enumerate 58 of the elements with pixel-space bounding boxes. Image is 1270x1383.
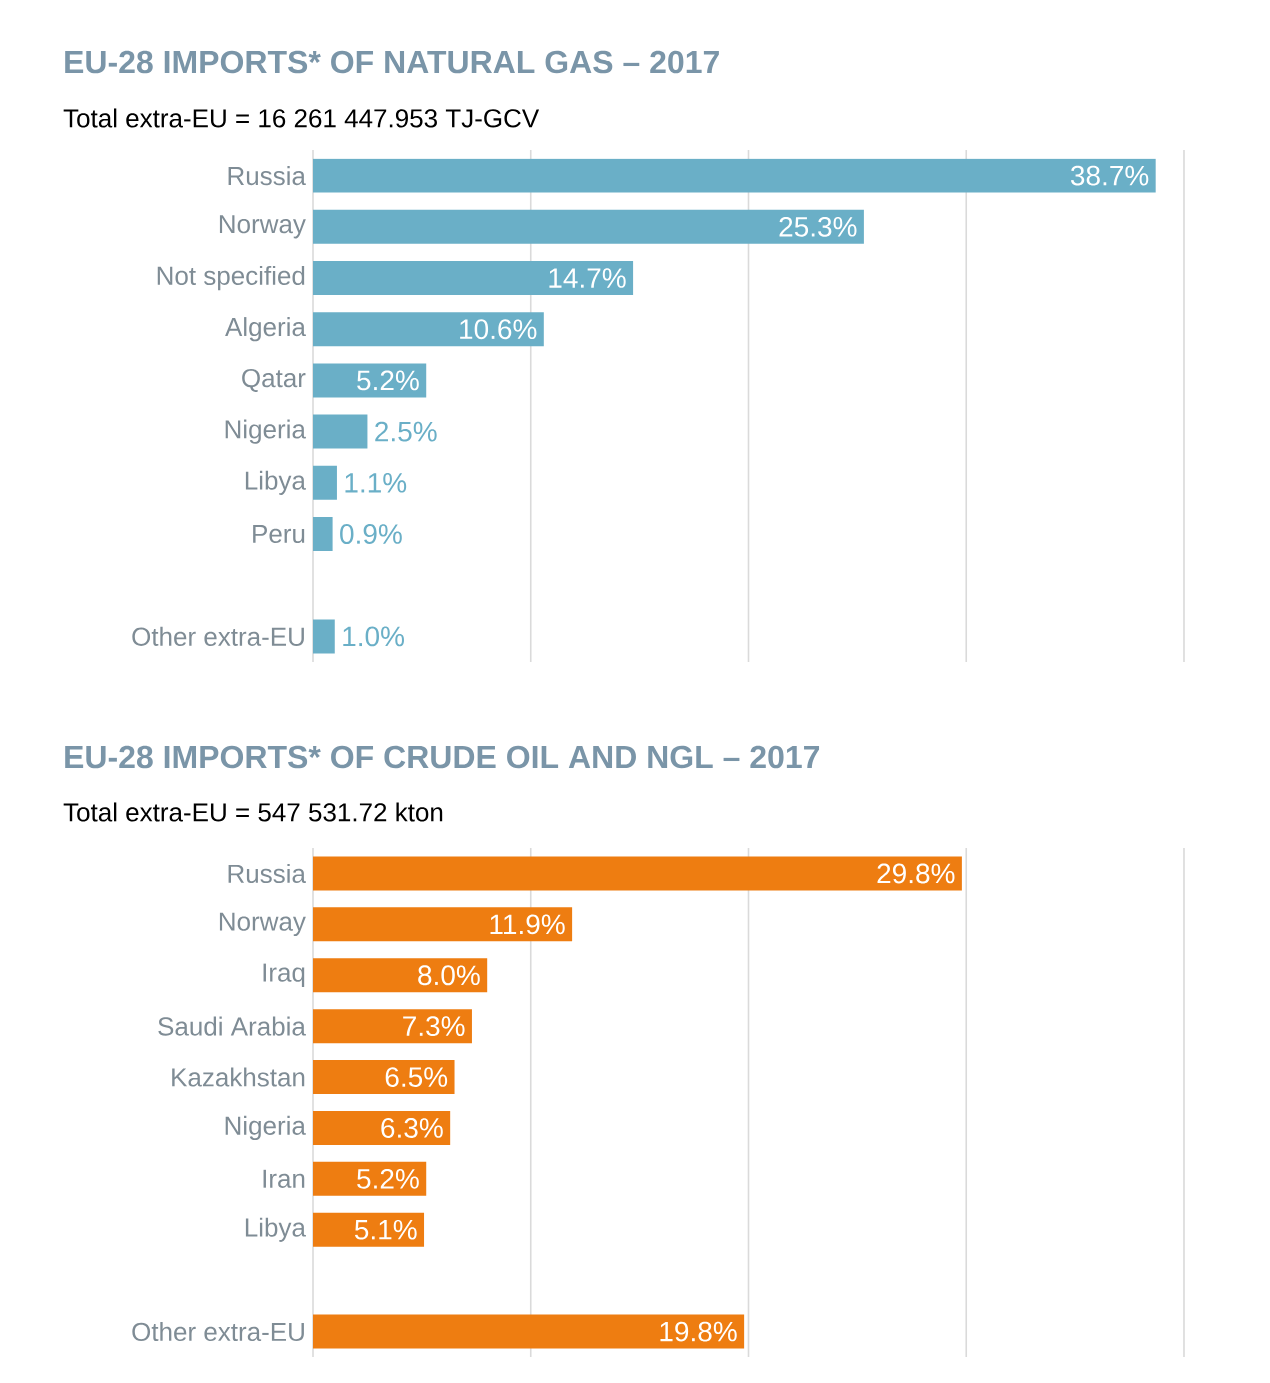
y-tick-label: Russia: [228, 863, 306, 884]
bar: [312, 619, 335, 654]
y-tick-label: Iraq: [263, 963, 305, 987]
data-label: 8.0%: [418, 965, 480, 986]
bar: [312, 907, 573, 942]
data-label: 2.5%: [375, 421, 437, 442]
y-tick-label: Norway: [219, 912, 306, 937]
data-label: 19.8%: [660, 1321, 737, 1342]
y-tick-label: Iran: [263, 1169, 305, 1188]
bar: [312, 414, 368, 449]
bar: [312, 1060, 455, 1095]
chart-title: EU-28 IMPORTS* OF CRUDE OIL AND NGL – 2017: [65, 745, 820, 769]
bar: [312, 261, 634, 296]
bar: [312, 1212, 425, 1247]
chart-subtitle: Total extra-EU = 547 531.72 kton: [63, 802, 443, 822]
bar: [312, 1161, 427, 1196]
data-label: 25.3%: [779, 216, 857, 237]
bar: [312, 312, 544, 347]
data-label: 7.3%: [403, 1016, 465, 1037]
data-label: 5.2%: [357, 370, 419, 391]
y-tick-label: Qatar: [242, 368, 306, 392]
y-tick-label: Libya: [245, 1217, 306, 1242]
data-label: 10.6%: [460, 319, 537, 340]
bar: [312, 517, 333, 552]
bar: [312, 158, 1156, 193]
data-label: 1.0%: [343, 626, 404, 647]
data-label: 38.7%: [1070, 165, 1149, 186]
data-label: 1.1%: [345, 473, 407, 493]
y-tick-label: Saudi Arabia: [158, 1016, 306, 1036]
y-tick-label: Norway: [219, 215, 306, 239]
chart-subtitle: Total extra-EU = 16 261 447.953 TJ-GCV: [63, 108, 540, 128]
data-label: 14.7%: [549, 268, 626, 288]
bar: [312, 465, 337, 500]
y-tick-label: Peru: [253, 524, 305, 544]
bar: [312, 856, 962, 891]
bar: [312, 1314, 745, 1349]
data-label: 11.9%: [490, 914, 565, 935]
bar: [312, 363, 427, 398]
y-tick-label: Russia: [228, 166, 306, 186]
y-tick-label: Nigeria: [225, 1115, 306, 1141]
y-tick-label: Kazakhstan: [172, 1067, 305, 1087]
y-tick-label: Other extra-EU: [132, 1322, 304, 1342]
data-label: 6.3%: [381, 1118, 443, 1138]
data-label: 5.2%: [357, 1168, 419, 1189]
data-label: 29.8%: [877, 863, 955, 884]
y-tick-label: Not specified: [157, 265, 305, 291]
bar: [312, 1009, 472, 1044]
bar: [312, 958, 488, 993]
y-tick-label: Libya: [245, 470, 306, 495]
bar: [312, 209, 864, 244]
y-tick-label: Algeria: [225, 317, 306, 342]
data-label: 6.5%: [385, 1067, 448, 1087]
y-tick-label: Nigeria: [225, 419, 306, 444]
bar: [312, 1110, 451, 1145]
chart-title: EU-28 IMPORTS* OF NATURAL GAS – 2017: [65, 50, 719, 74]
data-label: 5.1%: [354, 1219, 417, 1240]
data-label: 0.9%: [340, 524, 402, 544]
y-tick-label: Other extra-EU: [132, 626, 304, 646]
